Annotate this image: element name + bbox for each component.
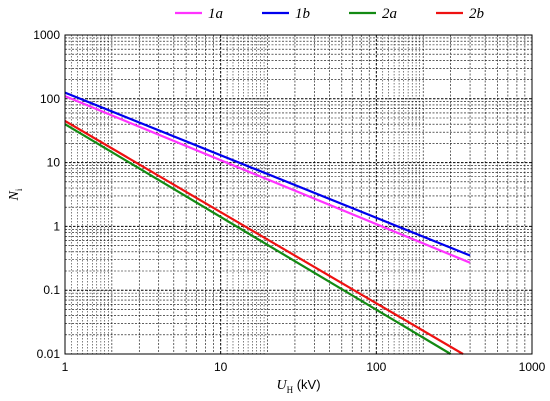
x-axis-label-unit: (kV) bbox=[293, 377, 320, 392]
x-tick-label: 1000 bbox=[519, 360, 546, 374]
x-tick-label: 1 bbox=[62, 360, 69, 374]
legend-label-2a: 2a bbox=[382, 6, 397, 22]
x-axis-label: UH (kV) bbox=[276, 377, 320, 395]
legend: 1a 1b 2a 2b bbox=[175, 6, 485, 22]
series-line-1a bbox=[64, 95, 471, 264]
grid bbox=[65, 35, 532, 354]
series-layer bbox=[64, 91, 471, 355]
x-tick-label: 100 bbox=[366, 360, 386, 374]
y-tick-label: 1 bbox=[53, 219, 60, 233]
tick-labels: 1 10 100 1000 0.01 0.1 1 10 100 1000 bbox=[33, 28, 545, 374]
plot-frame bbox=[64, 34, 533, 355]
x-tick-label: 10 bbox=[214, 360, 228, 374]
y-tick-label: 1000 bbox=[33, 28, 60, 42]
series-line-1b bbox=[64, 91, 471, 257]
series-line-2a bbox=[64, 123, 452, 355]
legend-label-2b: 2b bbox=[469, 6, 485, 22]
legend-label-1a: 1a bbox=[208, 6, 223, 22]
y-tick-label: 0.1 bbox=[43, 283, 60, 297]
y-tick-label: 0.01 bbox=[37, 347, 61, 361]
y-tick-label: 10 bbox=[47, 156, 61, 170]
x-axis-label-sub: H bbox=[287, 385, 294, 395]
x-axis-label-main: U bbox=[276, 378, 287, 393]
y-tick-label: 100 bbox=[40, 92, 60, 106]
y-axis-label-sub: i bbox=[14, 188, 24, 191]
y-axis-label-main: N bbox=[7, 190, 22, 201]
series-line-2b bbox=[64, 119, 464, 355]
legend-label-1b: 1b bbox=[295, 6, 311, 22]
y-axis-label: Ni bbox=[7, 188, 24, 201]
